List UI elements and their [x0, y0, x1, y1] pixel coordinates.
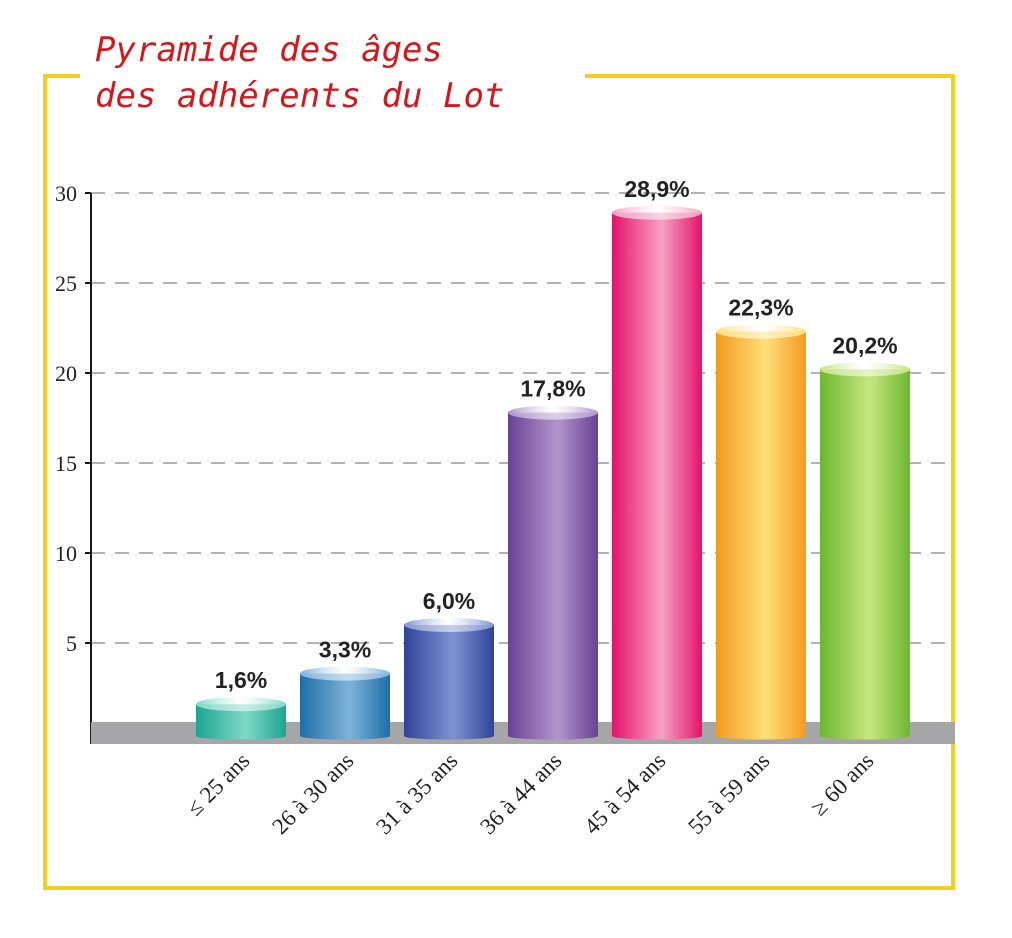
- data-label-5: 22,3%: [728, 295, 793, 321]
- bar-6: [820, 369, 910, 740]
- x-tick-label-5: 55 à 59 ans: [683, 748, 774, 839]
- x-tick-label-0: ≤ 25 ans: [182, 748, 255, 821]
- x-tick-label-2: 31 à 35 ans: [371, 748, 462, 839]
- x-tick-label-1: 26 à 30 ans: [267, 748, 358, 839]
- bar-2: [404, 625, 494, 740]
- data-label-6: 20,2%: [832, 332, 897, 358]
- bar-cap-2: [404, 618, 494, 632]
- bar-3: [508, 412, 598, 740]
- bar-5: [716, 331, 806, 740]
- data-label-1: 3,3%: [319, 637, 371, 663]
- x-tick-label-3: 36 à 44 ans: [475, 748, 566, 839]
- data-label-3: 17,8%: [520, 376, 585, 402]
- y-tick-label: 25: [55, 271, 77, 296]
- bar-cap-5: [716, 324, 806, 339]
- data-label-2: 6,0%: [423, 588, 475, 614]
- x-tick-label-6: ≥ 60 ans: [806, 748, 879, 821]
- bar-1: [300, 673, 390, 740]
- y-axis-ticks: 5 10 15 20 25 30: [55, 181, 77, 656]
- y-tick-label: 5: [66, 631, 77, 656]
- title-background: [80, 60, 585, 100]
- y-tick-label: 15: [55, 451, 77, 476]
- bar-cap-3: [508, 405, 598, 420]
- chart-title-line-1: Pyramide des âges: [95, 30, 443, 70]
- y-tick-label: 20: [55, 361, 77, 386]
- bar-cap-4: [612, 205, 702, 220]
- bar-0: [196, 704, 286, 740]
- x-axis-labels: ≤ 25 ans 26 à 30 ans 31 à 35 ans 36 à 44 an…: [182, 748, 879, 839]
- bar-cap-1: [300, 666, 390, 681]
- data-label-4: 28,9%: [624, 176, 689, 202]
- bar-cap-6: [820, 362, 910, 377]
- y-tick-label: 10: [55, 541, 77, 566]
- bars: 1,6% 3,3% 6,0% 17,8% 28,9% 22,3% 20,2%: [196, 176, 910, 740]
- x-tick-label-4: 45 à 54 ans: [579, 748, 670, 839]
- chart-title-line-2: des adhérents du Lot: [95, 76, 505, 116]
- y-tick-label: 30: [55, 181, 77, 206]
- bar-cap-0: [196, 697, 286, 712]
- data-label-0: 1,6%: [215, 667, 267, 693]
- bar-4: [612, 212, 702, 740]
